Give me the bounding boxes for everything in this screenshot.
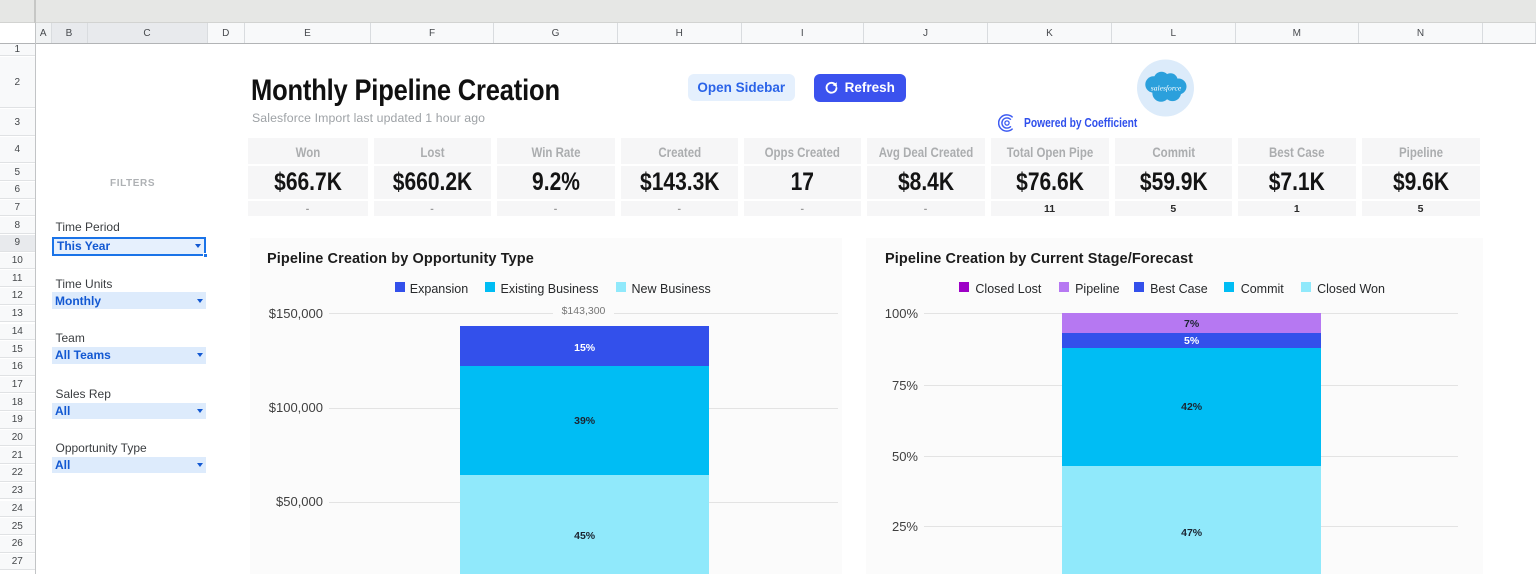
svg-text:salesforce: salesforce	[1151, 84, 1182, 93]
